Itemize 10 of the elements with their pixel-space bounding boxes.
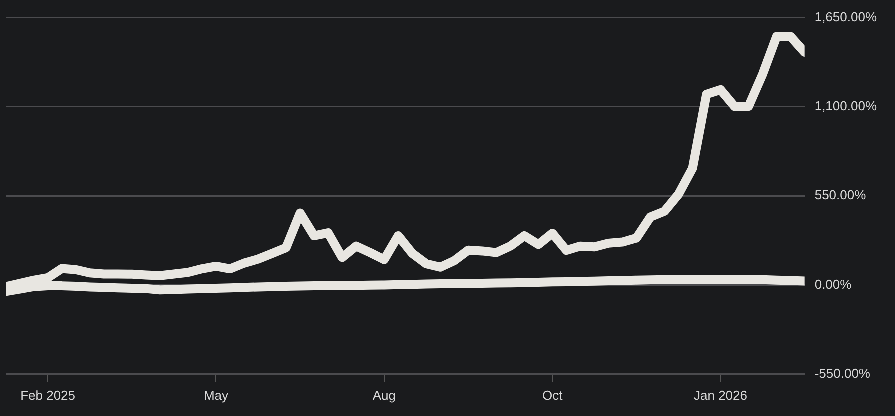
- y-tick-label: 0.00%: [814, 276, 852, 292]
- x-tick-label: Oct: [542, 388, 564, 403]
- y-tick-label: 1,100.00%: [814, 98, 878, 114]
- x-tick-label: Aug: [372, 388, 396, 403]
- y-tick-label: 1,650.00%: [814, 9, 878, 24]
- x-tick-label: Feb 2025: [20, 388, 76, 403]
- x-tick-label: Jan 2026: [694, 388, 748, 403]
- y-tick-label: 550.00%: [814, 188, 867, 203]
- x-tick-label: May: [204, 388, 229, 403]
- y-tick-label: -550.00%: [814, 366, 871, 381]
